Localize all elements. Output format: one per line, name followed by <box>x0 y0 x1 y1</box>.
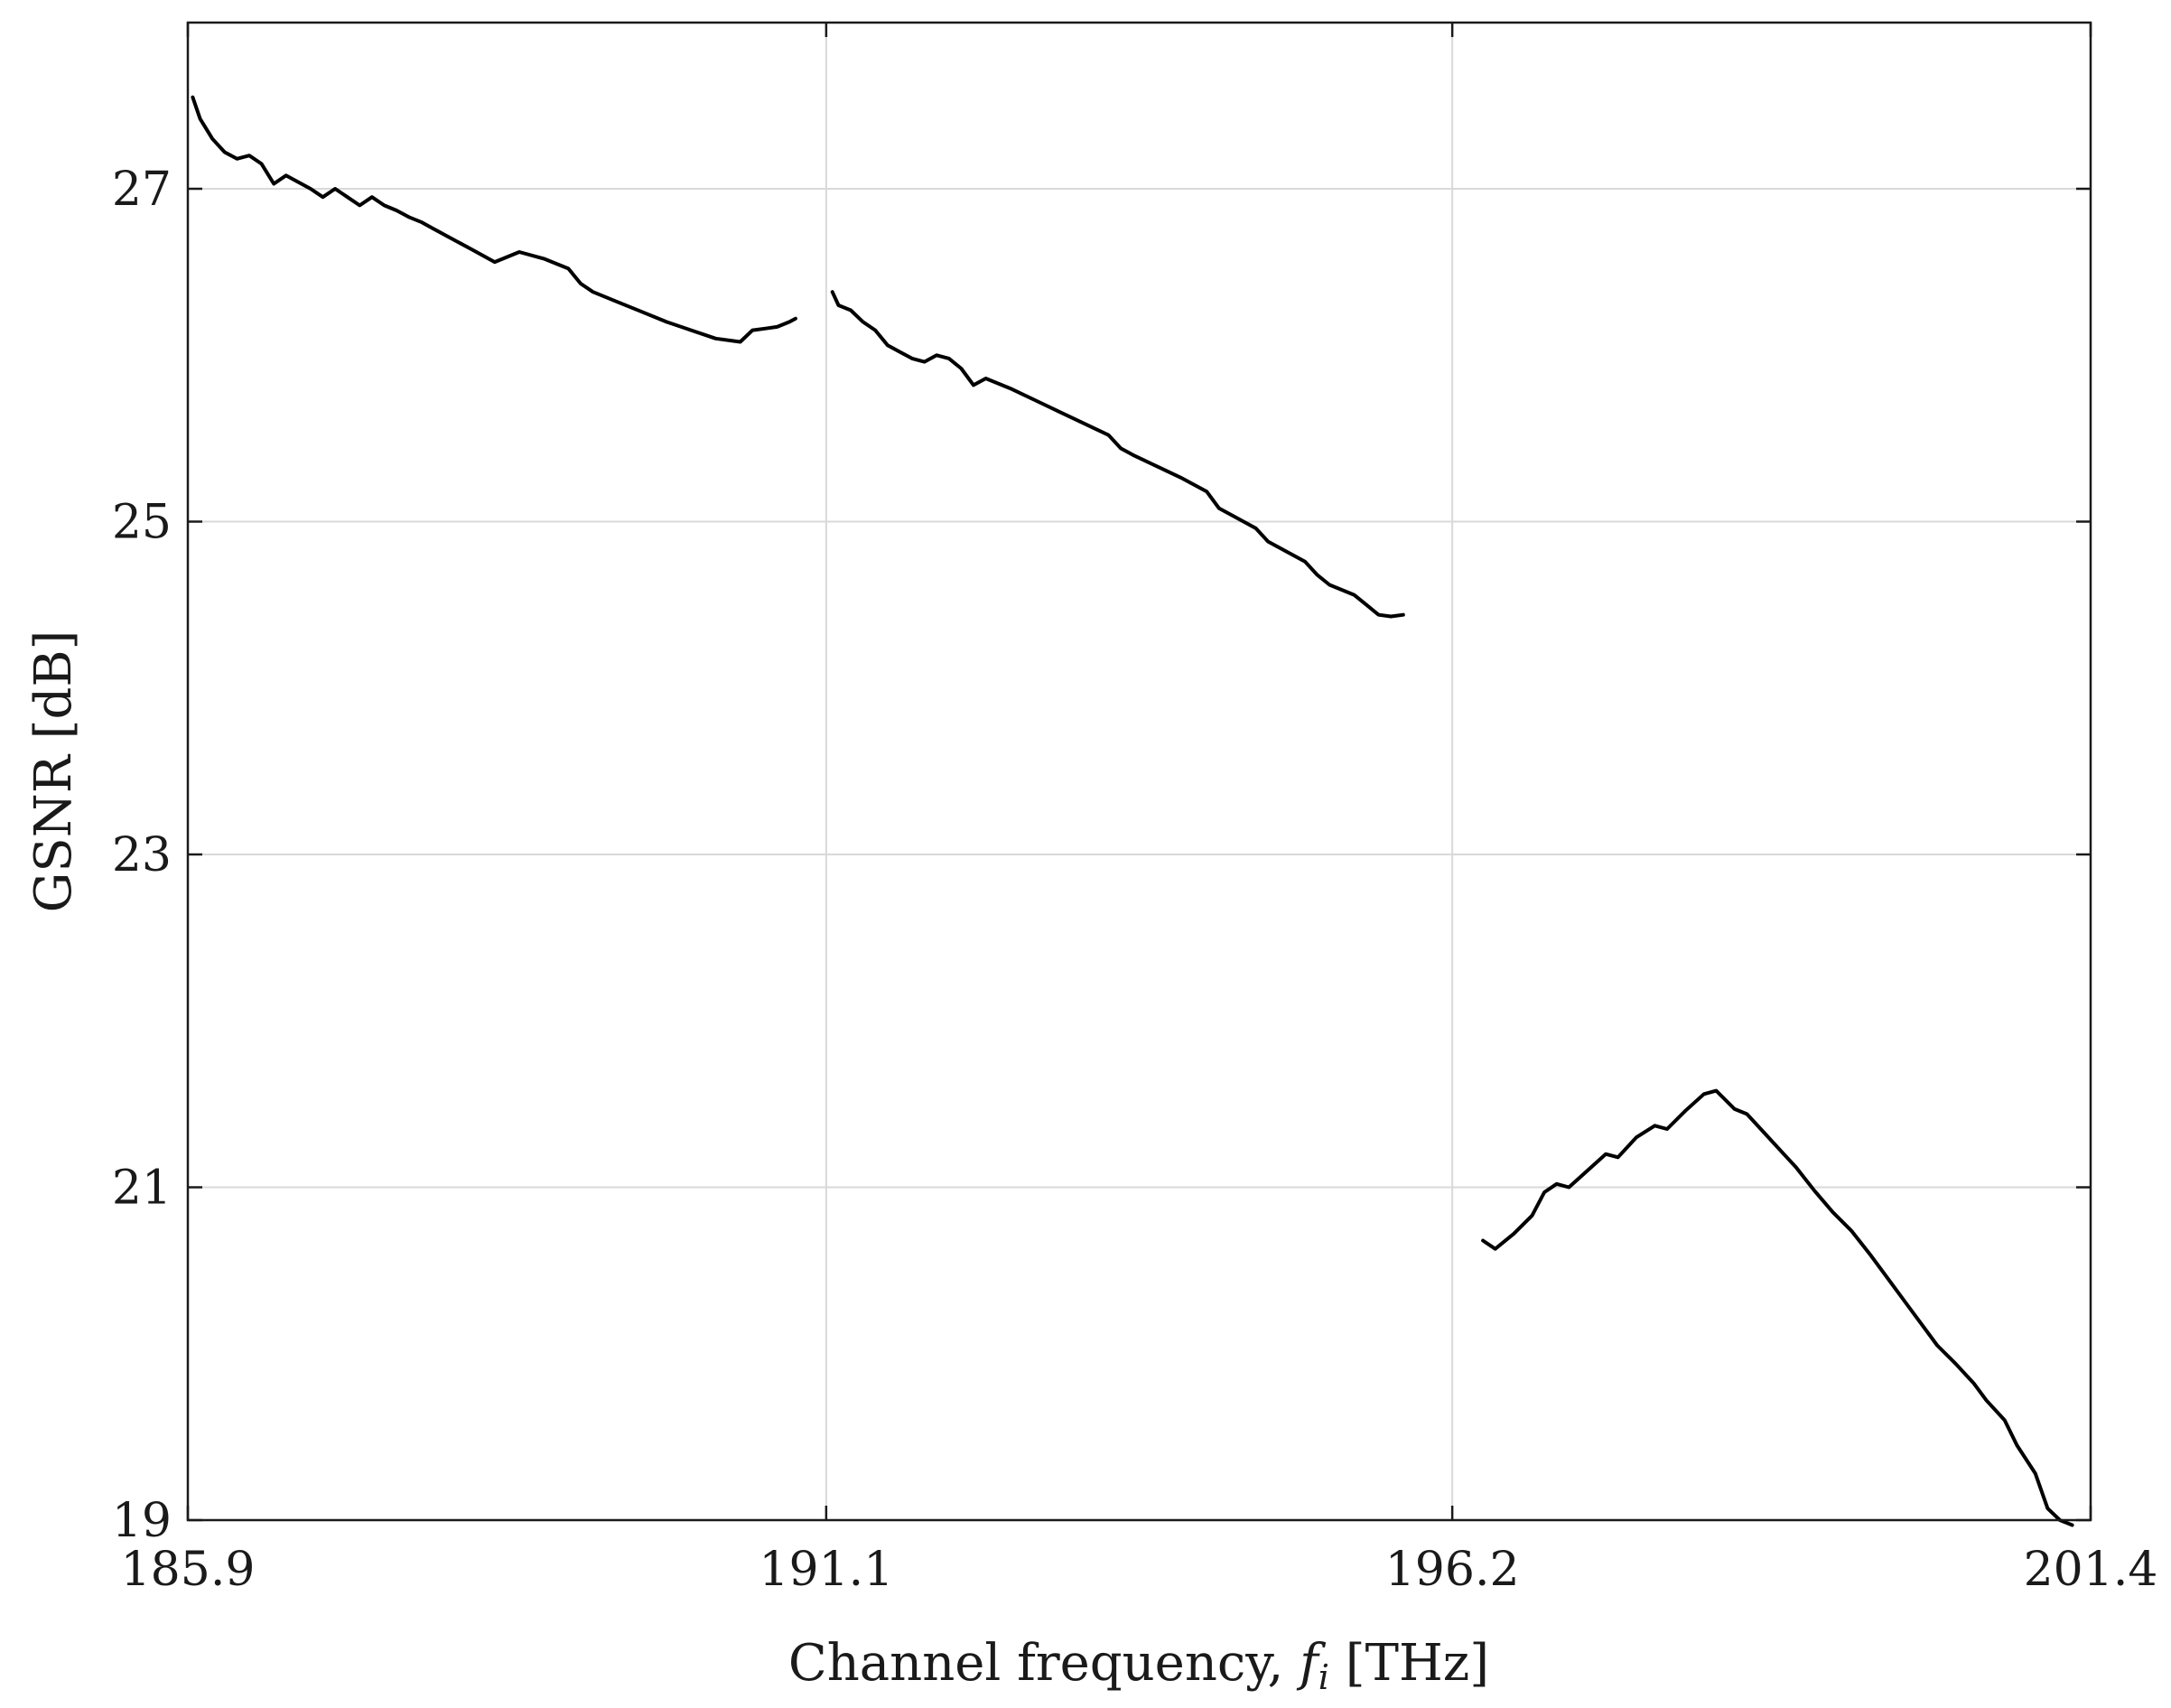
axis-ticks <box>186 23 2092 1522</box>
series-line-3 <box>1481 1088 2074 1527</box>
series-line-2 <box>830 290 1405 619</box>
y-tick-label: 21 <box>112 1162 172 1216</box>
x-axis-label-unit: [THz] <box>1329 1634 1489 1693</box>
x-tick-label: 185.9 <box>121 1543 256 1597</box>
y-tick-label: 19 <box>112 1494 172 1548</box>
plot-frame <box>186 21 2092 1522</box>
y-tick-label: 25 <box>112 496 172 550</box>
x-tick-label: 201.4 <box>2024 1543 2158 1597</box>
data-series <box>191 95 2074 1527</box>
series-line-1 <box>191 95 797 344</box>
x-axis-label-subscript: i <box>1318 1657 1329 1697</box>
y-tick-label: 27 <box>112 163 172 217</box>
grid-lines <box>188 23 2091 1520</box>
x-axis-label-prefix: Channel frequency, <box>788 1634 1300 1693</box>
x-tick-label: 191.1 <box>759 1543 893 1597</box>
x-tick-label: 196.2 <box>1385 1543 1520 1597</box>
y-axis-label: GSNR [dB] <box>24 630 83 913</box>
x-tick-labels: 185.9 191.1 196.2 201.4 <box>121 1543 2158 1597</box>
y-tick-labels: 19 21 23 25 27 <box>112 163 172 1548</box>
y-tick-label: 23 <box>112 828 172 882</box>
x-axis-label: Channel frequency, fi [THz] <box>788 1634 1489 1697</box>
